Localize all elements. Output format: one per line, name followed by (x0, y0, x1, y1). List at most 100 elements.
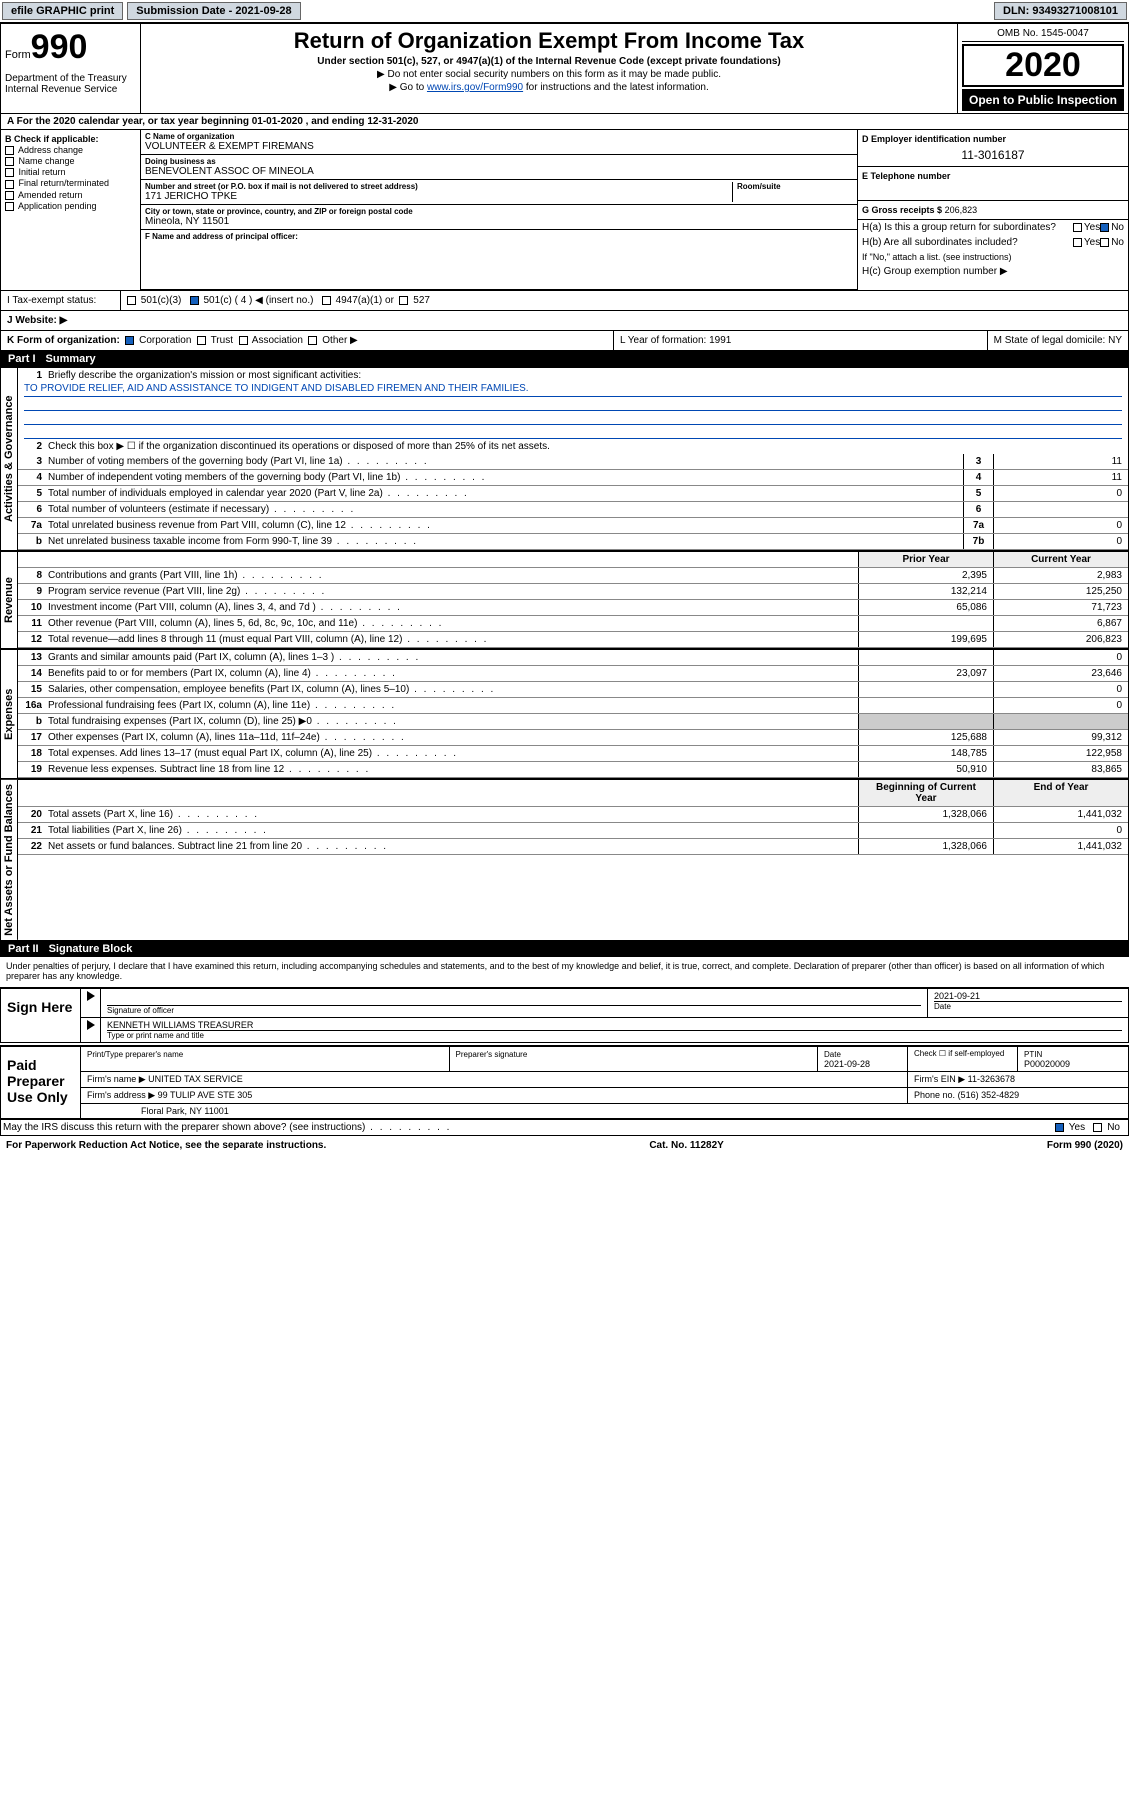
prior-year-val (858, 616, 993, 631)
line1-desc: Briefly describe the organization's miss… (46, 368, 1128, 383)
k-corp[interactable] (125, 336, 134, 345)
paid-preparer-block: Paid Preparer Use Only Print/Type prepar… (0, 1045, 1129, 1119)
prior-year-val (858, 823, 993, 838)
discuss-no[interactable] (1093, 1123, 1102, 1132)
firm-phone-label: Phone no. (914, 1090, 955, 1100)
current-year-val: 206,823 (993, 632, 1128, 647)
firm-name-label: Firm's name ▶ (87, 1074, 146, 1084)
dept-label: Department of the Treasury Internal Reve… (5, 73, 136, 95)
tax-status-label: I Tax-exempt status: (1, 291, 121, 310)
boxb-check[interactable] (5, 180, 14, 189)
hb-yes[interactable] (1073, 238, 1082, 247)
prep-name-label: Print/Type preparer's name (87, 1050, 183, 1059)
subtitle-1: Under section 501(c), 527, or 4947(a)(1)… (147, 56, 951, 67)
prior-year-val: 125,688 (858, 730, 993, 745)
website-row: J Website: ▶ (0, 311, 1129, 331)
street-address: 171 JERICHO TPKE (145, 191, 728, 202)
boxb-check[interactable] (5, 202, 14, 211)
opt-527: 527 (413, 295, 430, 306)
firm-addr-label: Firm's address ▶ (87, 1090, 155, 1100)
line-desc: Net assets or fund balances. Subtract li… (46, 839, 858, 854)
form-header: Form990 Department of the Treasury Inter… (0, 23, 1129, 114)
k-opt-assoc: Association (252, 335, 303, 346)
ptin-label: PTIN (1024, 1050, 1042, 1059)
firm-ein-label: Firm's EIN ▶ (914, 1074, 965, 1084)
revenue-tab: Revenue (1, 552, 18, 648)
k-label: K Form of organization: (7, 335, 120, 346)
501c-check[interactable] (190, 296, 199, 305)
dba-label: Doing business as (145, 157, 853, 166)
501c3-check[interactable] (127, 296, 136, 305)
boxb-check[interactable] (5, 157, 14, 166)
netassets-section: Net Assets or Fund Balances Beginning of… (0, 779, 1129, 941)
sig-date: 2021-09-21 (934, 991, 1122, 1001)
h-a: H(a) Is this a group return for subordin… (862, 222, 1073, 233)
line-desc: Total number of volunteers (estimate if … (46, 502, 963, 517)
instructions-link[interactable]: www.irs.gov/Form990 (427, 82, 523, 93)
line-a: A For the 2020 calendar year, or tax yea… (0, 114, 1129, 129)
current-year-val: 71,723 (993, 600, 1128, 615)
line-desc: Grants and similar amounts paid (Part IX… (46, 650, 858, 665)
line-desc: Total fundraising expenses (Part IX, col… (46, 714, 858, 729)
self-emp-check[interactable]: Check ☐ if self-employed (908, 1047, 1018, 1071)
discuss-yes[interactable] (1055, 1123, 1064, 1132)
box-b-title: B Check if applicable: (5, 134, 99, 144)
prior-year-val: 148,785 (858, 746, 993, 761)
current-year-val: 0 (993, 650, 1128, 665)
efile-btn[interactable]: efile GRAPHIC print (2, 2, 123, 20)
line-desc: Revenue less expenses. Subtract line 18 … (46, 762, 858, 777)
discuss-question: May the IRS discuss this return with the… (1, 1120, 1047, 1135)
firm-ein: 11-3263678 (968, 1074, 1015, 1084)
current-year-val: 1,441,032 (993, 839, 1128, 854)
ha-no[interactable] (1100, 223, 1109, 232)
governance-section: Activities & Governance 1Briefly describ… (0, 367, 1129, 551)
k-assoc[interactable] (239, 336, 248, 345)
boxb-check[interactable] (5, 191, 14, 200)
ein-label: D Employer identification number (862, 134, 1006, 144)
line-box: 4 (963, 470, 993, 485)
mission-text: TO PROVIDE RELIEF, AID AND ASSISTANCE TO… (24, 383, 1122, 397)
line-desc: Number of voting members of the governin… (46, 454, 963, 469)
open-to-public: Open to Public Inspection (962, 89, 1124, 111)
prior-year-val (858, 682, 993, 697)
line-value (993, 502, 1128, 517)
ptin-value: P00020009 (1024, 1059, 1070, 1069)
firm-city: Floral Park, NY 11001 (81, 1104, 1128, 1118)
527-check[interactable] (399, 296, 408, 305)
line-desc: Program service revenue (Part VIII, line… (46, 584, 858, 599)
dln: DLN: 93493271008101 (994, 2, 1127, 20)
k-other[interactable] (308, 336, 317, 345)
begin-year-hdr: Beginning of Current Year (858, 780, 993, 806)
box-c: C Name of organization VOLUNTEER & EXEMP… (141, 130, 858, 290)
prep-date: 2021-09-28 (824, 1059, 870, 1069)
m-state: M State of legal domicile: NY (987, 331, 1128, 350)
prior-year-val: 2,395 (858, 568, 993, 583)
prior-year-val: 23,097 (858, 666, 993, 681)
boxb-check[interactable] (5, 146, 14, 155)
line2-desc: Check this box ▶ ☐ if the organization d… (46, 439, 1128, 454)
prior-year-val: 50,910 (858, 762, 993, 777)
line-box: 7b (963, 534, 993, 549)
hb-no[interactable] (1100, 238, 1109, 247)
prior-year-val: 65,086 (858, 600, 993, 615)
k-trust[interactable] (197, 336, 206, 345)
4947-check[interactable] (322, 296, 331, 305)
current-year-hdr: Current Year (993, 552, 1128, 567)
line-box: 5 (963, 486, 993, 501)
sig-intro: Under penalties of perjury, I declare th… (0, 957, 1129, 985)
l-year: L Year of formation: 1991 (613, 331, 737, 350)
name-label: C Name of organization (145, 132, 853, 141)
submission-date: Submission Date - 2021-09-28 (127, 2, 300, 20)
line-box: 7a (963, 518, 993, 533)
current-year-val: 83,865 (993, 762, 1128, 777)
footer-left: For Paperwork Reduction Act Notice, see … (6, 1140, 326, 1151)
current-year-val: 122,958 (993, 746, 1128, 761)
ha-yes[interactable] (1073, 223, 1082, 232)
part2-title: Signature Block (49, 943, 133, 955)
prior-year-val (858, 698, 993, 713)
boxb-check[interactable] (5, 168, 14, 177)
current-year-val: 2,983 (993, 568, 1128, 583)
arrow-icon-2 (87, 1020, 95, 1030)
current-year-val: 125,250 (993, 584, 1128, 599)
part2-header: Part II Signature Block (0, 941, 1129, 957)
